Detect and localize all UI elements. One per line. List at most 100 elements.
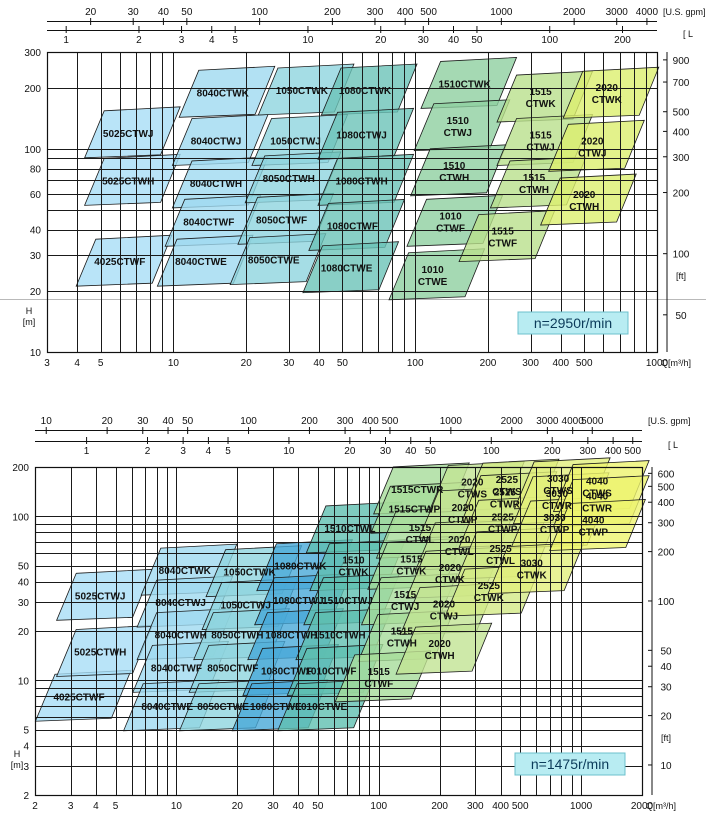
model-label: 1515: [529, 87, 552, 98]
model-label: 1510CTWK: [438, 79, 491, 90]
operating-region-8050ctwe: [229, 233, 327, 286]
model-label: 8040CTWH: [190, 179, 242, 190]
model-label: 1510CTWL: [324, 524, 375, 535]
liter-tick-label: 20: [375, 35, 387, 46]
model-label: 1515: [523, 173, 546, 184]
model-label-line2: CTWJ: [526, 142, 554, 153]
x-tick-label: 20: [232, 801, 244, 812]
y-tick-label: 10: [30, 348, 42, 359]
model-label-line2: CTWL: [486, 556, 515, 567]
model-label: 8040CTWF: [151, 663, 202, 674]
model-label: 1510: [447, 116, 470, 127]
y-axis-label: H: [26, 306, 33, 316]
model-label: 2020: [429, 639, 452, 650]
model-label: 1080CTWK: [339, 86, 392, 97]
model-label: 8040CTWE: [175, 257, 227, 268]
model-label: 1080CTWF: [261, 666, 312, 677]
model-label: 2525: [489, 544, 512, 555]
liter-tick-label: 300: [579, 446, 596, 457]
speed-label: n=1475r/min: [531, 756, 609, 772]
model-label-line2: CTWJ: [444, 128, 472, 139]
gpm-tick-label: 100: [240, 416, 257, 427]
model-label: 1080CTWE: [250, 702, 302, 713]
model-label: 3030: [546, 489, 569, 500]
model-label: 8040CTWK: [159, 566, 212, 577]
model-label: 1010CTWE: [295, 702, 347, 713]
x-tick-label: 4: [93, 801, 99, 812]
liter-tick-label: 400: [605, 446, 622, 457]
y-tick-label: 40: [30, 226, 42, 237]
ft-tick-label: 300: [673, 153, 690, 164]
gpm-tick-label: 50: [181, 7, 193, 18]
model-label-line2: CTWF: [436, 223, 465, 234]
model-label: 1010: [439, 211, 462, 222]
x-tick-label: 500: [512, 801, 529, 812]
model-label: 2020: [596, 83, 619, 94]
gpm-tick-label: 1000: [490, 7, 513, 18]
gpm-tick-label: 40: [158, 7, 170, 18]
model-label: 8050CTWE: [197, 702, 249, 713]
model-label: 8050CTWE: [248, 256, 300, 267]
operating-region-2020-ctwh: [395, 622, 493, 675]
model-label: 1515: [400, 554, 423, 565]
operating-region-1515-ctwf: [458, 210, 556, 263]
x-tick-label: 300: [467, 801, 484, 812]
model-label-line2: CTWK: [592, 95, 623, 106]
plot-frame: [34, 466, 644, 797]
model-label-line2: CTWR: [542, 501, 573, 512]
x-tick-label: 300: [522, 358, 539, 369]
model-label: 5025CTWH: [74, 647, 126, 658]
y-tick-label: 40: [18, 578, 30, 589]
operating-region-4025ctwf: [75, 234, 173, 287]
ft-unit: [ft]: [661, 733, 671, 743]
pump-performance-chart-2950: 4025CTWF5025CTWJ5025CTWH8040CTWK8040CTWJ…: [23, 7, 706, 369]
model-label: 2020: [433, 600, 456, 611]
model-label: 1515CTWP: [389, 504, 441, 515]
model-label-line2: CTWP: [488, 524, 518, 535]
ft-tick-label: 300: [658, 519, 675, 530]
gpm-tick-label: 5000: [581, 416, 604, 427]
model-label: 1515: [492, 227, 515, 238]
gpm-tick-label: 400: [397, 7, 414, 18]
x-tick-label: 100: [407, 358, 424, 369]
y-tick-label: 5: [23, 726, 29, 737]
model-label-line2: CTWP: [448, 515, 478, 526]
ft-tick-label: 200: [658, 548, 675, 559]
model-label-line2: CTWL: [445, 547, 474, 558]
operating-region-2020-ctwh: [540, 173, 637, 226]
model-label: 1050CTWJ: [270, 136, 321, 147]
model-label: 5025CTWJ: [75, 591, 126, 602]
gpm-tick-label: 2000: [563, 7, 586, 18]
liter-tick-label: 2: [136, 35, 142, 46]
model-label: 1515: [409, 523, 432, 534]
model-label: 1080CTWF: [327, 221, 378, 232]
model-label-line2: CTWH: [387, 639, 417, 650]
y-tick-label: 10: [18, 676, 30, 687]
model-label-line2: CTWH: [569, 202, 599, 213]
x-tick-label: 10: [171, 801, 183, 812]
liter-axis: 1 2 3 4 5 10 20 30 40 50 100 200 300 400 500 [ L: [35, 437, 678, 457]
x-tick-label: 4: [74, 358, 80, 369]
gpm-tick-label: 10: [41, 416, 53, 427]
y-tick-label: 100: [24, 145, 41, 156]
model-label: 8050CTWH: [211, 631, 263, 642]
model-label: 2020: [439, 563, 462, 574]
ft-axis: 50 100 200 300 400 500 700 900 [ft]: [663, 52, 690, 352]
liter-tick-label: 3: [180, 446, 186, 457]
ft-tick-label: 50: [675, 311, 687, 322]
y-axis-unit: [m]: [11, 760, 24, 770]
gpm-tick-label: 200: [301, 416, 318, 427]
model-label: 5025CTWJ: [103, 129, 154, 140]
liter-tick-label: 200: [544, 446, 561, 457]
gpm-tick-label: 30: [137, 416, 149, 427]
model-label: 1010: [421, 265, 444, 276]
ft-tick-label: 50: [660, 646, 672, 657]
gpm-tick-label: 100: [251, 7, 268, 18]
liter-unit: [ L: [668, 440, 678, 450]
model-label: 1510CTWJ: [322, 596, 373, 607]
grid: [46, 51, 659, 354]
model-label: 8050CTWH: [263, 174, 315, 185]
y-tick-label: 100: [12, 512, 29, 523]
model-label: 4040: [586, 492, 609, 503]
